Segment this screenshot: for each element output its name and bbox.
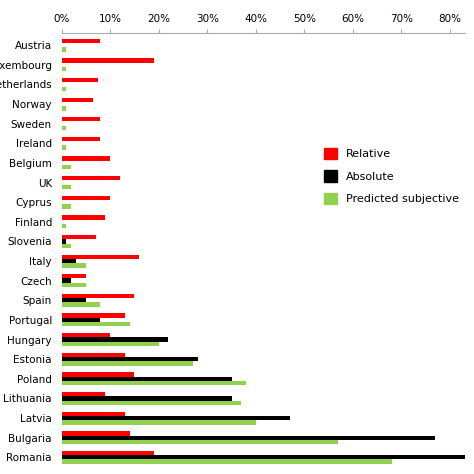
Bar xyxy=(62,58,154,63)
Bar xyxy=(62,322,129,327)
Bar xyxy=(62,39,100,43)
Bar xyxy=(62,455,465,459)
Bar xyxy=(62,259,76,263)
Bar xyxy=(62,255,139,259)
Bar xyxy=(62,459,392,464)
Bar xyxy=(62,451,154,455)
Bar xyxy=(62,283,86,287)
Bar xyxy=(62,239,66,244)
Bar xyxy=(62,126,66,130)
Bar xyxy=(62,396,231,401)
Bar xyxy=(62,357,198,361)
Bar xyxy=(62,224,66,228)
Bar xyxy=(62,392,105,396)
Bar xyxy=(62,137,100,141)
Bar xyxy=(62,47,66,52)
Bar xyxy=(62,333,110,337)
Bar xyxy=(62,353,125,357)
Bar xyxy=(62,78,98,82)
Bar xyxy=(62,313,125,318)
Bar xyxy=(62,431,129,436)
Bar xyxy=(62,244,71,248)
Bar xyxy=(62,106,66,110)
Bar xyxy=(62,185,71,189)
Bar xyxy=(62,156,110,161)
Bar xyxy=(62,235,96,239)
Bar xyxy=(62,377,231,381)
Legend: Relative, Absolute, Predicted subjective: Relative, Absolute, Predicted subjective xyxy=(324,148,459,204)
Bar xyxy=(62,67,66,71)
Bar xyxy=(62,98,93,102)
Bar xyxy=(62,411,125,416)
Bar xyxy=(62,87,66,91)
Bar xyxy=(62,440,338,444)
Bar xyxy=(62,361,193,365)
Bar xyxy=(62,263,86,267)
Bar xyxy=(62,342,159,346)
Bar xyxy=(62,372,135,377)
Bar xyxy=(62,279,71,283)
Bar xyxy=(62,165,71,169)
Bar xyxy=(62,436,436,440)
Bar xyxy=(62,274,86,279)
Bar xyxy=(62,176,120,181)
Bar xyxy=(62,204,71,209)
Bar xyxy=(62,337,168,342)
Bar xyxy=(62,298,86,302)
Bar xyxy=(62,420,256,425)
Bar xyxy=(62,117,100,121)
Bar xyxy=(62,302,100,307)
Bar xyxy=(62,146,66,150)
Bar xyxy=(62,196,110,200)
Bar xyxy=(62,401,241,405)
Bar xyxy=(62,416,290,420)
Bar xyxy=(62,318,100,322)
Bar xyxy=(62,294,135,298)
Bar xyxy=(62,381,246,385)
Bar xyxy=(62,215,105,219)
